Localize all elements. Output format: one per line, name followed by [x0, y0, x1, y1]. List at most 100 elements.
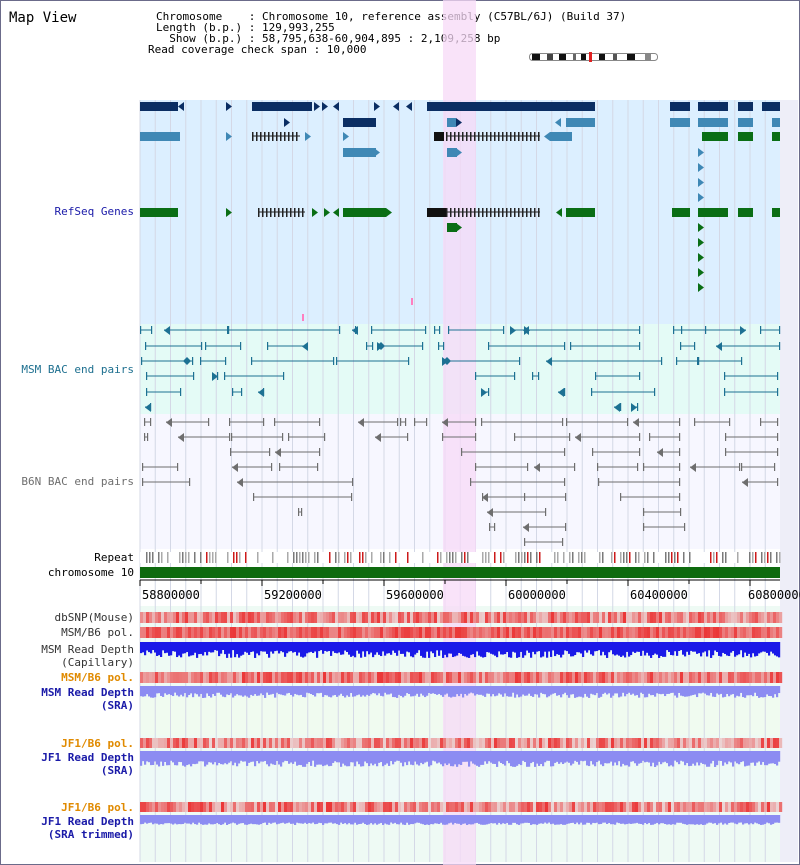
jf1-depth-sra-bar [756, 751, 759, 763]
jf1-depth-sra-bar [616, 751, 619, 766]
jf1-b6-pol-trim-label[interactable]: JF1/B6 pol. [61, 801, 134, 814]
bac-end [442, 418, 448, 427]
jf1-pol-trim-cell [653, 802, 657, 812]
msm-depth-capillary-bar [454, 642, 457, 657]
msm-depth-capillary-bar [384, 642, 387, 656]
gene-exon [534, 208, 536, 217]
msm-depth-sra-bar [594, 686, 597, 696]
jf1-depth-sra-bar [604, 751, 607, 764]
msm-depth-capillary-bar [568, 642, 571, 654]
jf1-depth-sra-bar [158, 751, 161, 767]
msm-pol-cell [557, 627, 561, 638]
msm-pol-cell [659, 627, 663, 638]
jf1-depth-trim-bar [718, 815, 721, 824]
jf1-pol-cell [770, 738, 774, 748]
msm-depth-capillary-bar [476, 642, 479, 652]
jf1-pol-cell [575, 738, 579, 748]
msm-pol-sra-cell [398, 672, 402, 683]
jf1-depth-trim-bar [500, 815, 503, 825]
jf1-depth-sra-bar [420, 751, 423, 763]
msm-pol-cell [488, 627, 492, 638]
msm-depth-sra-bar [470, 686, 473, 693]
msm-pol-cell [503, 627, 507, 638]
dbsnp-cell [716, 612, 720, 623]
dbsnp-cell [296, 612, 300, 623]
jf1-depth-sra-bar [578, 751, 581, 765]
jf1-pol-cell [263, 738, 267, 748]
jf1-depth-sra-bar [628, 751, 631, 767]
bac-end [426, 418, 428, 426]
gene-exon [268, 132, 270, 141]
msm-depth-sra-bar [158, 686, 161, 694]
jf1-pol-cell [497, 738, 501, 748]
jf1-depth-trim-bar [398, 815, 401, 825]
msm-depth-sra-bar [188, 686, 191, 695]
dbsnp-label[interactable]: dbSNP(Mouse) [54, 611, 134, 624]
msm-depth-capillary-bar [514, 642, 517, 653]
msm-pol-sra-cell [338, 672, 342, 683]
jf1-depth-trim-bar [460, 815, 463, 825]
jf1-depth-sra-bar [572, 751, 575, 764]
msm-b6-pol-sra-label[interactable]: MSM/B6 pol. [61, 671, 134, 684]
jf1-depth-sra-bar [712, 751, 715, 761]
msm-depth-sra-bar [536, 686, 539, 695]
jf1-depth-trim-bar [694, 815, 697, 825]
msm-bac-label[interactable]: MSM BAC end pairs [21, 363, 134, 376]
msm-depth-sra-label[interactable]: MSM Read Depth [41, 686, 134, 699]
msm-depth-sra-bar [712, 686, 715, 697]
msm-depth-capillary-bar [620, 642, 623, 657]
msm-depth-sra-bar [354, 686, 357, 697]
msm-pol-cell [329, 627, 333, 638]
msm-depth-sra-bar [468, 686, 471, 694]
dbsnp-cell [176, 612, 180, 623]
msm-depth-capillary-bar [334, 642, 337, 653]
msm-pol-sra-cell [512, 672, 516, 683]
jf1-depth-trim-bar [162, 815, 165, 825]
jf1-depth-trim-bar [360, 815, 363, 824]
repeat-element [665, 552, 667, 563]
msm-pol-cell [386, 627, 390, 638]
msm-b6-pol-label[interactable]: MSM/B6 pol. [61, 626, 134, 639]
jf1-depth-sra-bar [742, 751, 745, 762]
jf1-depth-trim-bar [266, 815, 269, 825]
jf1-depth-sra-label[interactable]: JF1 Read Depth [41, 751, 134, 764]
jf1-depth-trim-label[interactable]: JF1 Read Depth [41, 815, 134, 828]
msm-pol-sra-cell [590, 672, 594, 683]
jf1-pol-trim-cell [614, 802, 618, 812]
msm-depth-capillary-bar [776, 642, 779, 657]
msm-depth-capillary-bar [364, 642, 367, 657]
repeat-element [524, 552, 526, 563]
jf1-pol-trim-cell [725, 802, 729, 812]
chromosome-ideogram[interactable] [529, 52, 658, 62]
msm-depth-sra-bar [442, 686, 445, 697]
jf1-pol-cell [437, 738, 441, 748]
right-margin [780, 100, 798, 862]
dbsnp-cell [356, 612, 360, 623]
jf1-pol-cell [590, 738, 594, 748]
b6n-bac-label[interactable]: B6N BAC end pairs [21, 475, 134, 488]
jf1-depth-sra-bar [288, 751, 291, 764]
jf1-depth-sra-bar [338, 751, 341, 763]
msm-depth-capillary-label[interactable]: MSM Read Depth [41, 643, 134, 656]
dbsnp-cell [224, 612, 228, 623]
bac-end [317, 463, 319, 471]
msm-depth-capillary-bar [368, 642, 371, 655]
axis-tick-label: 60800000 [748, 588, 800, 602]
msm-depth-sra-bar [372, 686, 375, 693]
bac-end [592, 448, 594, 456]
msm-depth-sra-bar [706, 686, 709, 696]
msm-pol-sra-cell [161, 672, 165, 683]
jf1-b6-pol-label[interactable]: JF1/B6 pol. [61, 737, 134, 750]
jf1-depth-sra-bar [656, 751, 659, 766]
dbsnp-cell [215, 612, 219, 623]
msm-pol-sra-cell [506, 672, 510, 683]
dbsnp-cell [761, 612, 765, 623]
jf1-pol-trim-cell [176, 802, 180, 812]
jf1-depth-trim-bar [628, 815, 631, 824]
msm-depth-sra-bar [436, 686, 439, 695]
msm-pol-sra-cell [581, 672, 585, 683]
jf1-pol-cell [401, 738, 405, 748]
jf1-depth-sra-bar [662, 751, 665, 763]
refseq-label[interactable]: RefSeq Genes [54, 205, 134, 218]
